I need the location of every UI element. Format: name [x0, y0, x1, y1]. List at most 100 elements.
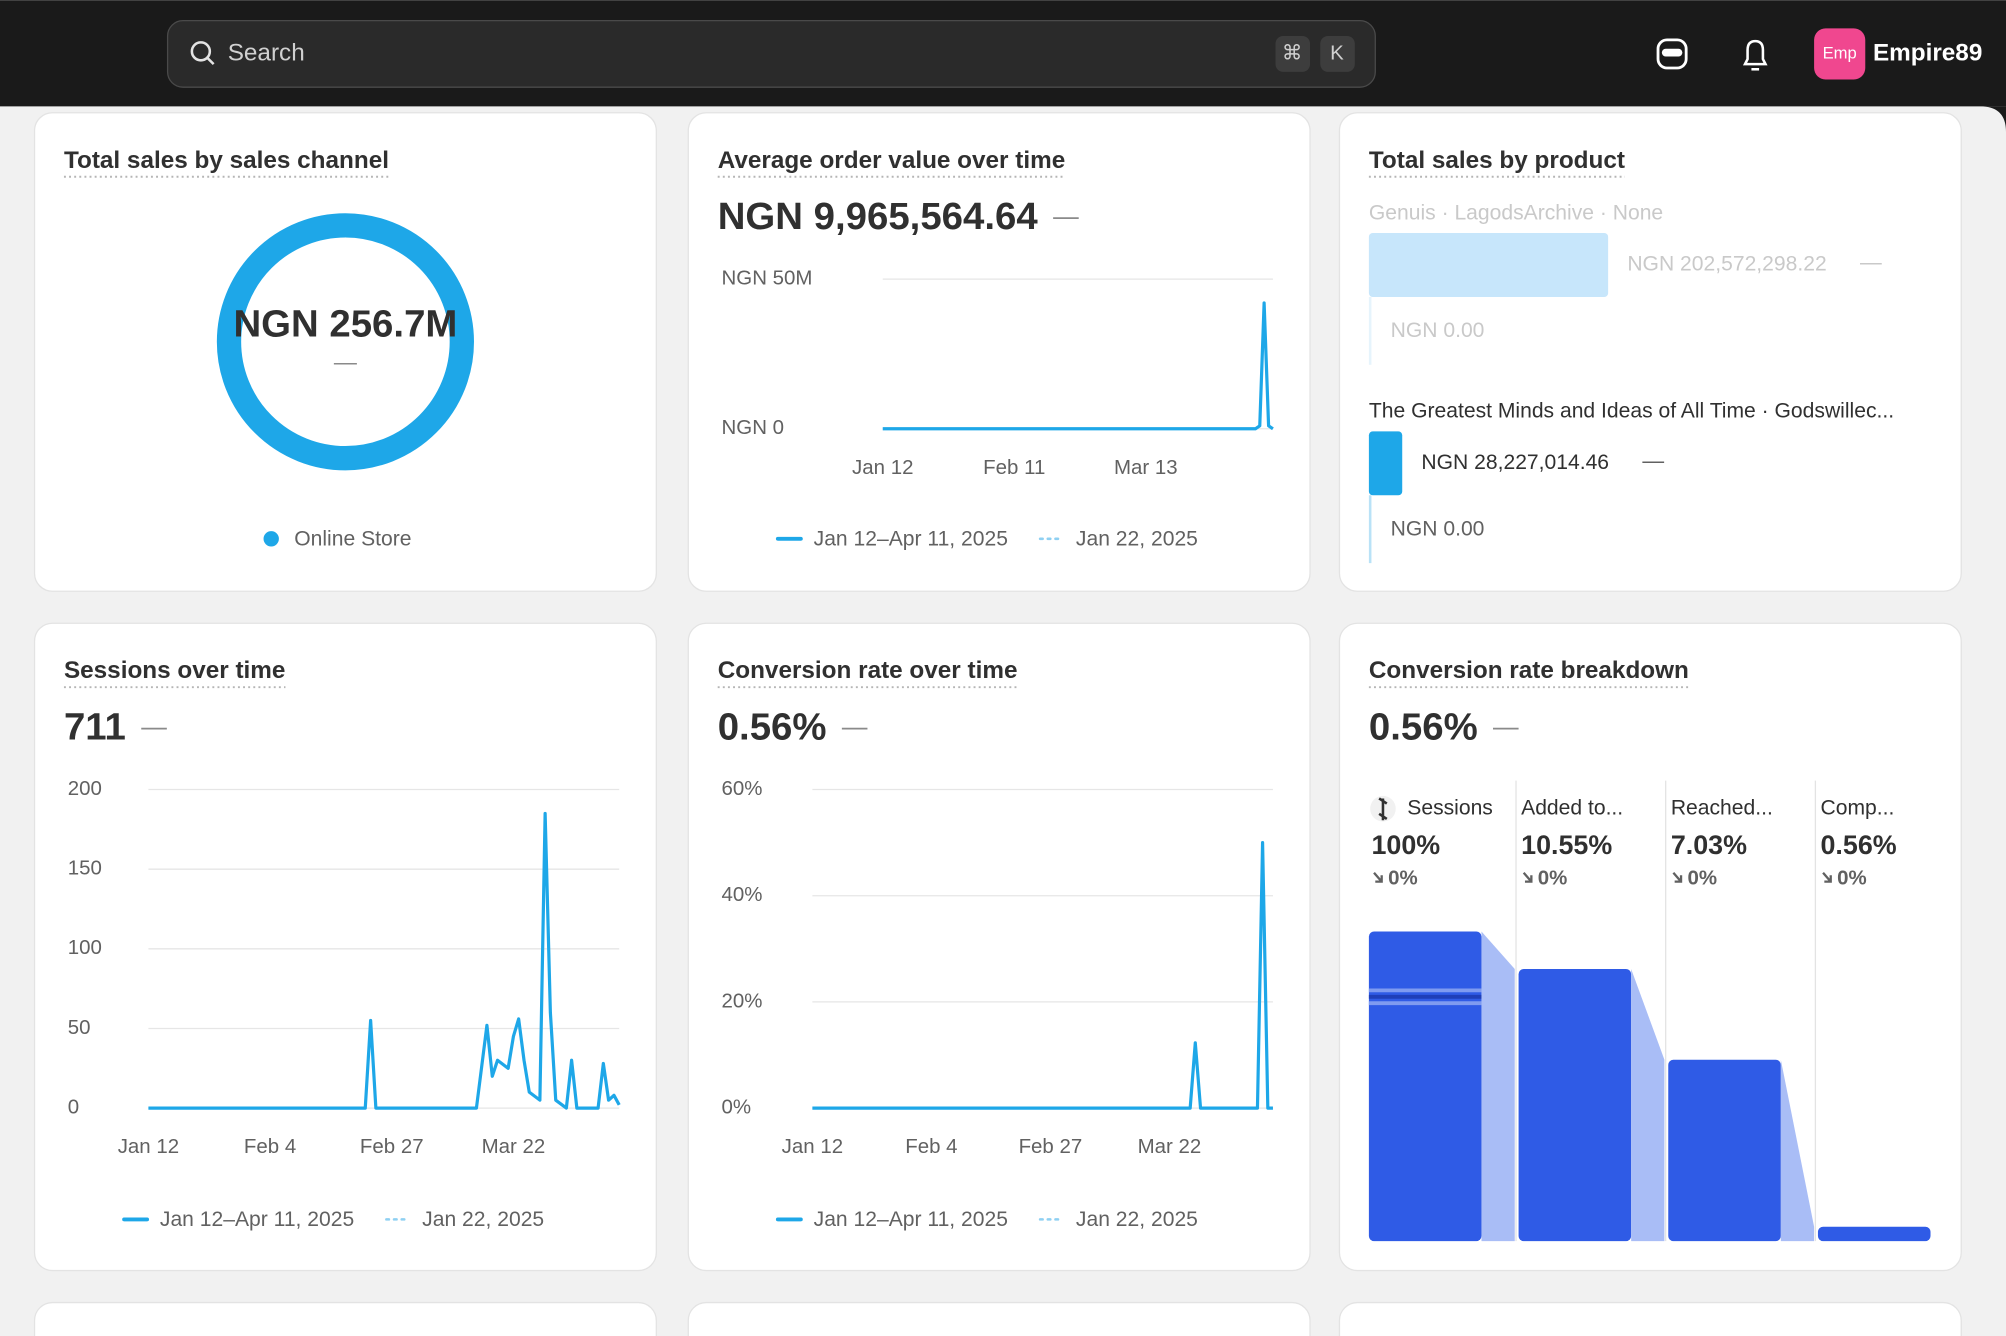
x-tick-label: Feb 11 — [983, 456, 1045, 479]
summary-change: — — [1493, 713, 1519, 741]
summary-value: 0.56% — [718, 706, 827, 749]
funnel-bar — [1817, 1226, 1931, 1242]
change-arrow — [1522, 871, 1533, 883]
funnel-connector — [1481, 931, 1515, 1242]
card — [1338, 112, 1962, 592]
corner — [1980, 106, 2006, 132]
y-tick-label: 40% — [722, 883, 763, 906]
change-arrow — [1822, 871, 1832, 883]
stage-name: Added to... — [1521, 796, 1623, 819]
y-tick-label: NGN 50M — [722, 266, 813, 289]
legend-label: Jan 12–Apr 11, 2025 — [814, 1208, 1008, 1231]
sidekick-button[interactable] — [1656, 38, 1688, 70]
y-tick-label: 150 — [68, 857, 102, 880]
donut-center-value: NGN 256.7M — [233, 303, 457, 346]
x-tick-label: Mar 22 — [482, 1135, 546, 1158]
card-title: Total sales by product — [1369, 147, 1625, 174]
card-title: Total sales by sales channel — [64, 147, 389, 174]
y-tick-label: 60% — [722, 777, 763, 800]
legend-label: Jan 12–Apr 11, 2025 — [160, 1208, 354, 1231]
search-field[interactable] — [166, 20, 1376, 88]
card-title: Conversion rate over time — [718, 657, 1018, 684]
product-name: The Greatest Minds and Ideas of All Time… — [1369, 400, 1894, 423]
funnel-bar — [1668, 1059, 1781, 1242]
data-line — [812, 841, 1273, 1110]
card — [687, 1301, 1311, 1336]
bar-change: — — [1642, 448, 1664, 473]
x-tick-label: Feb 27 — [360, 1135, 424, 1158]
stage-value: 10.55% — [1521, 830, 1612, 860]
stage-name: Reached... — [1671, 796, 1773, 819]
stage-value: 7.03% — [1671, 830, 1747, 860]
card — [687, 112, 1311, 592]
bell-icon[interactable] — [1742, 39, 1768, 66]
product-name: Genuis · LagodsArchive · None — [1369, 201, 1663, 224]
shortcut-key: ⌘ — [1282, 41, 1302, 64]
summary-value: 0.56% — [1369, 706, 1478, 749]
stage-name: Sessions — [1407, 796, 1493, 819]
bar-change: — — [1860, 249, 1882, 274]
stage-name: Comp... — [1820, 796, 1894, 819]
x-tick-label: Feb 4 — [905, 1135, 957, 1158]
change-arrow — [1672, 871, 1683, 883]
data-line — [882, 301, 1274, 431]
search-placeholder: Search — [228, 39, 305, 66]
stage-change: 0% — [1538, 866, 1568, 889]
y-tick-label: 0 — [68, 1095, 79, 1118]
card-title: Average order value over time — [718, 147, 1066, 174]
x-tick-label: Jan 12 — [118, 1135, 179, 1158]
stage-change: 0% — [1837, 866, 1867, 889]
x-tick-label: Feb 4 — [244, 1135, 296, 1158]
funnel-connector — [1780, 1059, 1815, 1242]
x-tick-label: Mar 22 — [1138, 1135, 1202, 1158]
avatar[interactable] — [1814, 28, 1866, 80]
summary-value: 711 — [64, 706, 126, 749]
legend-label: Online Store — [294, 528, 411, 551]
sidekick-icon[interactable] — [1656, 38, 1688, 70]
y-tick-label: 0% — [722, 1095, 752, 1118]
comparison-label: NGN 0.00 — [1391, 517, 1485, 540]
avatar-initials: Emp — [1823, 43, 1857, 62]
username[interactable]: Empire89 — [1873, 39, 1982, 66]
legend-swatch — [263, 531, 279, 547]
card — [33, 112, 657, 592]
account-menu[interactable]: Emp Empire89 — [1814, 28, 1982, 80]
x-tick-label: Feb 27 — [1019, 1135, 1083, 1158]
funnel-bar — [1518, 968, 1632, 1242]
change-arrow — [1373, 871, 1383, 883]
donut-slice — [216, 213, 474, 471]
donut-center-change: — — [334, 349, 358, 375]
y-tick-label: 20% — [722, 989, 763, 1012]
y-tick-label: 200 — [68, 777, 102, 800]
card-title: Conversion rate breakdown — [1369, 657, 1689, 684]
x-tick-label: Jan 12 — [782, 1135, 843, 1158]
y-tick-label: 100 — [68, 936, 102, 959]
stage-value: 100% — [1371, 830, 1440, 860]
comparison-label: NGN 0.00 — [1391, 319, 1485, 342]
bar-value-label: NGN 28,227,014.46 — [1421, 451, 1609, 474]
summary-change: — — [141, 713, 167, 741]
search-icon-handle — [206, 56, 215, 66]
stage-icon-glyph — [1378, 797, 1388, 821]
summary-change: — — [1053, 202, 1079, 230]
search-box[interactable]: Search ⌘ K — [166, 20, 1376, 88]
stage-value: 0.56% — [1820, 830, 1896, 860]
legend-label: Jan 22, 2025 — [1076, 528, 1198, 551]
shortcut-key: K — [1330, 41, 1344, 64]
card — [33, 1301, 657, 1336]
y-tick-label: NGN 0 — [722, 416, 785, 439]
data-line — [148, 811, 621, 1110]
summary-value: NGN 9,965,564.64 — [718, 195, 1039, 238]
stage-change: 0% — [1388, 866, 1418, 889]
card — [1338, 1301, 1962, 1336]
key-cap — [1275, 36, 1311, 72]
notifications-button[interactable] — [1742, 39, 1768, 71]
legend-label: Jan 22, 2025 — [422, 1208, 544, 1231]
y-tick-label: 50 — [68, 1016, 91, 1039]
key-cap — [1320, 36, 1355, 72]
bar — [1368, 233, 1609, 297]
legend-label: Jan 22, 2025 — [1076, 1208, 1198, 1231]
x-tick-label: Mar 13 — [1114, 456, 1178, 479]
x-tick-label: Jan 12 — [852, 456, 913, 479]
